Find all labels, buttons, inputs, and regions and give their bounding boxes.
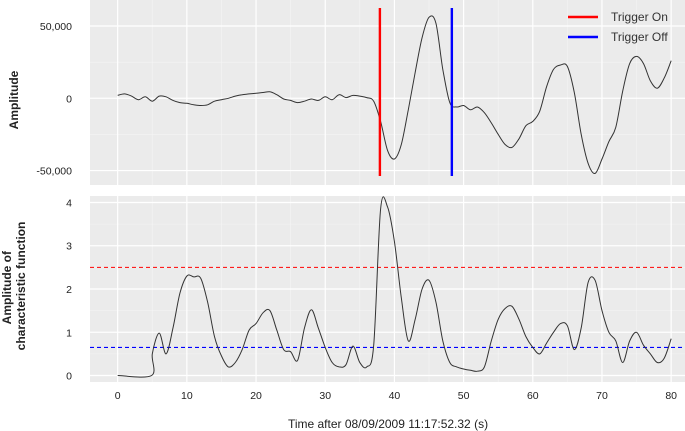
top-y-axis-label: Amplitude xyxy=(7,70,21,129)
x-tick-label: 0 xyxy=(115,390,121,402)
bottom-series-line xyxy=(117,196,672,378)
x-tick-label: 70 xyxy=(596,390,608,402)
legend: Trigger On Trigger Off xyxy=(568,10,668,44)
x-tick-label: 30 xyxy=(319,390,331,402)
bottom-y-tick-label: 0 xyxy=(66,371,72,383)
x-tick-label: 20 xyxy=(250,390,262,402)
top-series-line xyxy=(117,15,672,174)
bottom-y-tick-label: 2 xyxy=(66,284,72,296)
bottom-y-axis-label-line-2: characteristic function xyxy=(14,222,28,351)
bottom-y-tick-label: 1 xyxy=(66,327,72,339)
top-y-tick-label: 50,000 xyxy=(40,21,72,33)
amplitude-panel: -50,000 0 50,000 xyxy=(36,0,685,185)
top-plot-background xyxy=(90,0,685,185)
bottom-y-axis-label: Amplitude of characteristic function xyxy=(0,222,28,351)
bottom-y-tick-label: 3 xyxy=(66,241,72,253)
top-y-tick-label: 0 xyxy=(66,93,72,105)
x-axis-label: Time after 08/09/2009 11:17:52.32 (s) xyxy=(288,417,488,431)
x-tick-label: 10 xyxy=(181,390,193,402)
x-tick-label: 80 xyxy=(665,390,677,402)
x-tick-label: 60 xyxy=(527,390,539,402)
x-tick-label: 50 xyxy=(458,390,470,402)
x-tick-label: 40 xyxy=(389,390,401,402)
top-y-tick-label: -50,000 xyxy=(36,166,72,178)
bottom-y-axis-label-line-1: Amplitude of xyxy=(0,250,14,324)
legend-label: Trigger Off xyxy=(611,30,668,44)
legend-label: Trigger On xyxy=(611,10,668,24)
bottom-y-tick-label: 4 xyxy=(66,197,72,209)
